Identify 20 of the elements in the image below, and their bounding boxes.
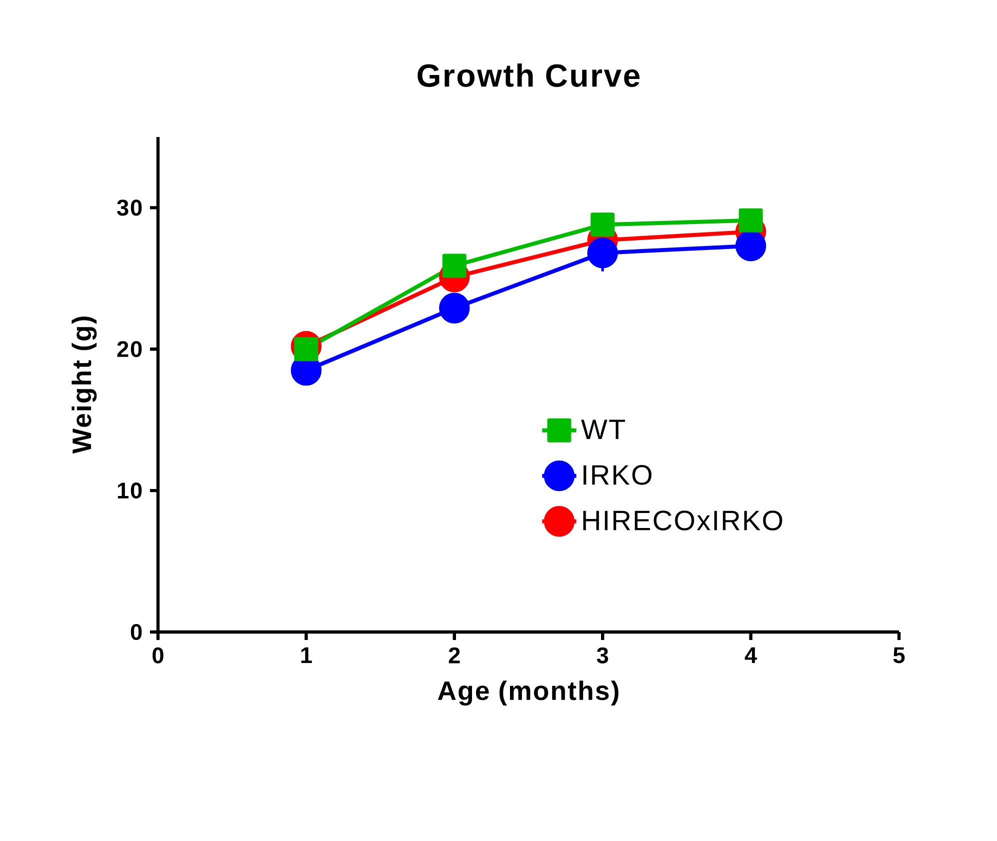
point bbox=[442, 254, 466, 278]
legend-label: HIRECOxIRKO bbox=[583, 510, 782, 530]
x-tick-label: 5 bbox=[893, 647, 905, 664]
y-axis-title: Weight (g) bbox=[72, 316, 97, 454]
x-tick-label: 2 bbox=[448, 647, 460, 664]
x-tick-label: 0 bbox=[152, 647, 164, 664]
x-tick-label: 1 bbox=[301, 647, 312, 663]
y-tick-label: 10 bbox=[118, 482, 142, 499]
x-axis-title: Age (months) bbox=[438, 680, 618, 706]
legend-label: IRKO bbox=[584, 465, 652, 485]
x-tick-label: 4 bbox=[744, 647, 757, 663]
y-tick-label: 30 bbox=[117, 200, 142, 216]
point bbox=[439, 292, 470, 324]
point bbox=[587, 238, 618, 268]
chart-title: Growth Curve bbox=[418, 63, 640, 87]
x-tick-label: 3 bbox=[596, 647, 608, 664]
legend-label: WT bbox=[581, 420, 625, 440]
point bbox=[590, 212, 615, 237]
y-tick-label: 0 bbox=[130, 624, 142, 640]
y-tick-label: 20 bbox=[117, 341, 142, 358]
